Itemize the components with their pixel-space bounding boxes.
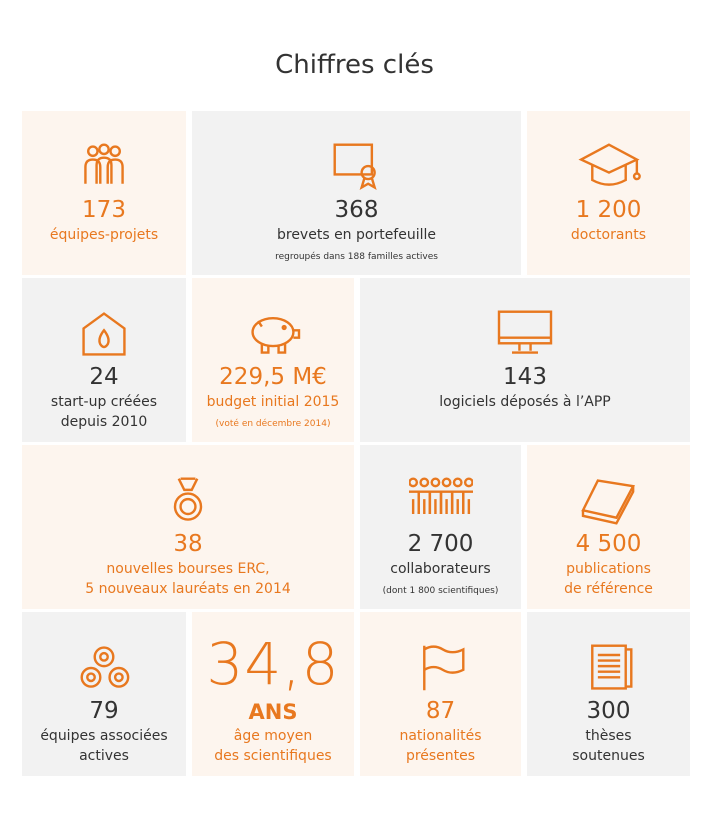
stat-value: 143: [503, 364, 547, 390]
icon: [580, 479, 635, 525]
stat-label: collaborateurs: [390, 561, 491, 577]
stat-label: actives: [79, 748, 129, 764]
stat-tile: 1 200 doctorants: [527, 111, 690, 275]
stat-label: thèses: [585, 728, 632, 744]
stat-label: soutenues: [572, 748, 645, 764]
stat-value: 87: [425, 698, 456, 724]
stat-tile: 4 500 publications de référence: [527, 445, 690, 609]
stat-value: 2 700: [407, 531, 474, 557]
stat-value: 1 200: [575, 197, 642, 223]
stat-label: équipes associées: [40, 728, 168, 744]
stat-value: 368: [334, 197, 379, 223]
stat-label: logiciels déposés à l’APP: [439, 394, 611, 410]
stat-label: start-up créées: [50, 394, 158, 410]
icon: [497, 310, 553, 354]
stat-label: publications: [566, 561, 651, 577]
stat-label: présentes: [405, 748, 476, 764]
stat-tile: 368 brevets en portefeuille regroupés dans…: [192, 111, 521, 275]
stat-value: 300: [586, 698, 631, 724]
stat-value: 79: [89, 698, 119, 724]
stat-tile: 34,8 ANS âge moyen des scientifiques: [192, 612, 354, 776]
stat-note: (voté en décembre 2014): [215, 419, 331, 429]
stat-tile: 38 nouvelles bourses ERC, 5 nouveaux lauré…: [22, 445, 354, 609]
stat-label: nationalités: [399, 728, 482, 744]
stat-label: 5 nouveaux lauréats en 2014: [85, 581, 291, 597]
stat-value: 229,5 M€: [219, 364, 327, 390]
stat-label: équipes-projets: [49, 227, 159, 243]
icon: [173, 477, 203, 521]
stat-label: des scientifiques: [214, 748, 332, 764]
stat-label: brevets en portefeuille: [276, 227, 437, 243]
stat-label: budget initial 2015: [206, 394, 340, 410]
stat-tile: 229,5 M€ budget initial 2015 (voté en déce…: [192, 278, 354, 442]
stat-tile: 87 nationalités présentes: [360, 612, 521, 776]
page-title: Chiffres clés: [275, 50, 434, 80]
stat-tile: 173 équipes-projets: [22, 111, 186, 275]
icon: [408, 477, 473, 514]
stat-label: de référence: [564, 581, 653, 597]
icon: [333, 143, 377, 190]
stat-value: 4 500: [575, 531, 642, 557]
stat-label: depuis 2010: [60, 414, 148, 430]
icon: [590, 644, 632, 690]
stat-tile: 300 thèses soutenues: [527, 612, 690, 776]
stat-tile: 79 équipes associées actives: [22, 612, 186, 776]
icon: [82, 312, 126, 356]
icon: [577, 143, 641, 186]
stat-value: 34,8: [206, 630, 340, 698]
stat-note: (dont 1 800 scientifiques): [382, 586, 499, 596]
stat-tile: 2 700 collaborateurs (dont 1 800 scientifi…: [360, 445, 521, 609]
stat-value: 24: [89, 364, 119, 390]
icon: [80, 646, 130, 688]
stat-unit: ANS: [248, 700, 298, 724]
stat-value: 38: [173, 531, 203, 557]
icon: [84, 143, 124, 184]
stat-note: regroupés dans 188 familles actives: [275, 252, 438, 262]
stat-label: nouvelles bourses ERC,: [106, 561, 270, 577]
icon: [251, 317, 301, 354]
stat-label: doctorants: [570, 227, 647, 243]
stat-value: 173: [82, 197, 126, 223]
stat-tile: 143 logiciels déposés à l’APP: [360, 278, 690, 442]
stat-label: âge moyen: [233, 728, 313, 744]
icon: [422, 645, 464, 691]
stat-tile: 24 start-up créées depuis 2010: [22, 278, 186, 442]
